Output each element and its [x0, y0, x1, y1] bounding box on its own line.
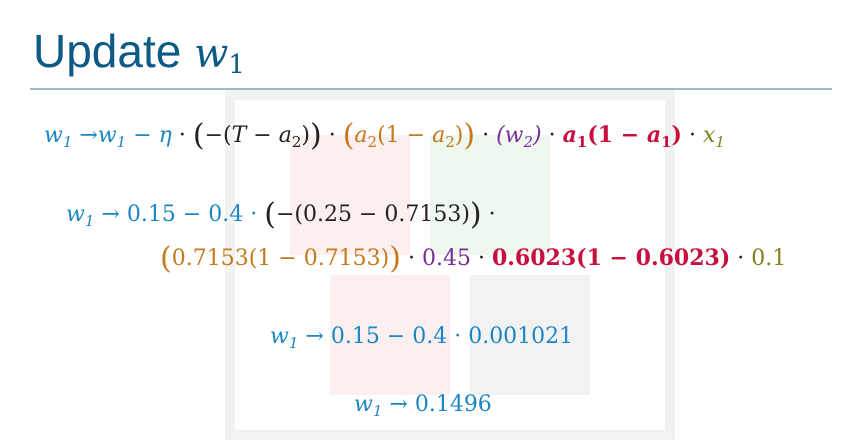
page-title: Update w1 — [33, 28, 245, 78]
eq3-arrow: → — [305, 324, 324, 349]
eq3-lhs: w1 — [270, 324, 299, 352]
eq1-dot-4: · — [548, 123, 556, 148]
eq1-eta: η — [158, 123, 172, 148]
eq2-arrow: → — [101, 202, 120, 227]
eq2-dot-2: · — [477, 246, 485, 271]
eq2-red-term: 0.6023(1 − 0.6023) — [491, 245, 731, 271]
eq1-group-derivative-a2: (a2(1 − a2)) — [342, 118, 476, 153]
eq1-arrow: → — [79, 123, 98, 148]
eq1-rhs-w: w1 — [97, 123, 127, 151]
eq1-minus: − — [133, 123, 152, 148]
eq4-rhs: 0.1496 — [414, 392, 492, 417]
eq2-orange-term: (0.7153(1 − 0.7153)) — [160, 241, 401, 276]
eq2-dot-1: · — [407, 246, 415, 271]
eq1-x1: x1 — [702, 123, 725, 151]
eq1-group-w2: (w2) — [496, 123, 542, 151]
equation-simplified: w1 → 0.15 − 0.4 · 0.001021 — [270, 326, 573, 351]
eq4-lhs: w1 — [354, 392, 383, 420]
eq2-dot-3: · — [737, 246, 745, 271]
eq1-dot-2: · — [328, 123, 336, 148]
equation-general: w1 →w1 − η · (−(T − a2)) · (a2(1 − a2)) … — [44, 121, 725, 151]
eq1-dot-1: · — [178, 123, 186, 148]
eq2-purple-term: 0.45 — [421, 246, 471, 271]
title-underline — [30, 88, 832, 90]
eq4-arrow: → — [389, 392, 408, 417]
eq1-dot-5: · — [688, 123, 696, 148]
eq1-group-derivative-a1: a1(1 − a1) — [562, 122, 682, 151]
eq2-olive-term: 0.1 — [751, 246, 787, 271]
eq2-lhs: w1 — [66, 202, 95, 230]
equation-substituted-line1: w1 → 0.15 − 0.4 · (−(0.25 − 0.7153)) · — [66, 200, 496, 230]
eq2-trailing-dot: · — [488, 202, 496, 227]
eq2-error-term: (−(0.25 − 0.7153)) — [264, 197, 482, 232]
title-text: Update — [33, 25, 182, 77]
title-variable: w1 — [194, 31, 245, 80]
eq1-dot-3: · — [482, 123, 490, 148]
eq3-rhs: 0.15 − 0.4 · 0.001021 — [330, 324, 574, 349]
eq1-lhs: w1 — [44, 123, 73, 151]
eq2-part1: 0.15 − 0.4 · — [126, 202, 258, 227]
equation-result: w1 → 0.1496 — [354, 394, 492, 419]
eq1-group-error: (−(T − a2)) — [192, 118, 322, 153]
equation-substituted-line2: (0.7153(1 − 0.7153)) · 0.45 · 0.6023(1 −… — [160, 244, 786, 274]
